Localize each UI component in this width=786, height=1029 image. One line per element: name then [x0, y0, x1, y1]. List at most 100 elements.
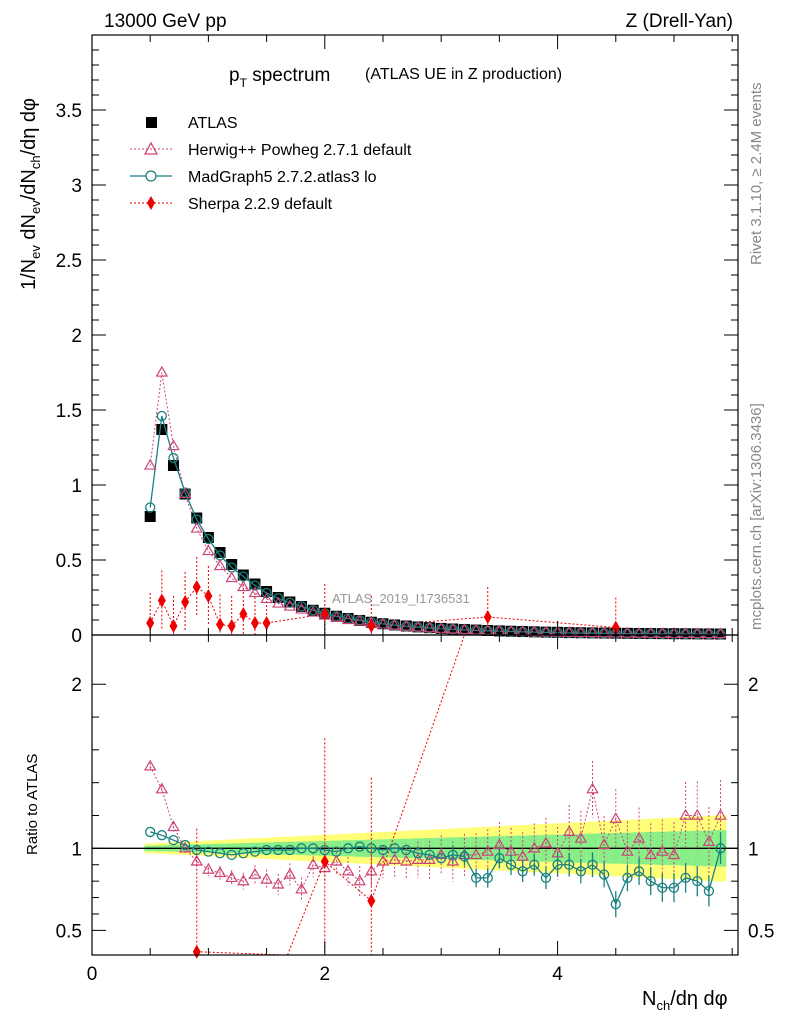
herwig-point [306, 605, 320, 617]
legend-marker-atlas [146, 117, 157, 128]
madgraph-ratio-point [261, 844, 272, 856]
madgraph-ratio-point [529, 859, 540, 870]
main-y-tick-label: 0 [71, 626, 82, 647]
atlas-point [237, 569, 249, 581]
madgraph-ratio-point [145, 826, 156, 838]
madgraph-ratio-point [598, 869, 610, 880]
main-y-axis-label: 1/Nev dNev/dNch/dη dφ [18, 98, 43, 290]
herwig-point [458, 623, 471, 635]
herwig-point [213, 559, 227, 571]
herwig-ratio-point [202, 862, 215, 874]
herwig-point [597, 626, 611, 638]
madgraph-ratio-point [366, 843, 377, 854]
herwig-point [621, 626, 634, 638]
herwig-point [690, 627, 704, 639]
main-y-tick-label: 3.5 [56, 101, 82, 122]
main-panel: 0 0.5 1 1.5 2 2.5 3 3.5 ATLAS_2019_I1736531 pT … [18, 34, 739, 647]
sherpa-point [367, 619, 376, 633]
herwig-ratio-point [469, 848, 483, 860]
madgraph-ratio-point [552, 859, 563, 870]
herwig-ratio-point [283, 867, 297, 879]
ratio-y-tick-label: 0.5 [56, 921, 82, 942]
herwig-ratio-point [178, 841, 192, 853]
herwig-ratio-point [516, 849, 529, 861]
sherpa-point [181, 595, 190, 609]
herwig-ratio-point [306, 858, 320, 869]
herwig-point [202, 544, 215, 556]
madgraph-ratio-point [622, 872, 633, 884]
herwig-point [411, 620, 425, 632]
herwig-point [178, 487, 192, 499]
herwig-point [353, 614, 366, 626]
herwig-ratio-point [667, 848, 681, 860]
madgraph-ratio-point [610, 898, 621, 910]
atlas-point [214, 547, 226, 558]
herwig-ratio-point [341, 864, 355, 876]
legend-marker-madgraph [145, 170, 157, 182]
sherpa-point [250, 616, 259, 630]
herwig-ratio-point [271, 877, 285, 889]
herwig-ratio-point [295, 882, 308, 894]
madgraph-ratio-point [273, 844, 284, 856]
process-label: Z (Drell-Yan) [626, 11, 733, 32]
herwig-point [237, 580, 250, 592]
herwig-point [155, 365, 169, 377]
herwig-point [248, 586, 262, 598]
madgraph-ratio-point [401, 844, 412, 856]
sherpa-point [169, 619, 178, 633]
watermark-label: ATLAS_2019_I1736531 [332, 591, 470, 606]
madgraph-ratio-point [657, 882, 668, 893]
madgraph-ratio-point [308, 843, 319, 854]
sherpa-point [227, 619, 236, 633]
atlas-point [167, 460, 179, 471]
herwig-ratio-point [539, 836, 553, 848]
sherpa-point [216, 617, 225, 632]
herwig-point [260, 592, 273, 604]
ratio-y-tick-label: 2 [71, 675, 82, 696]
legend-marker-herwig [143, 141, 159, 155]
madgraph-ratio-point [494, 853, 505, 864]
herwig-ratio-point [143, 759, 157, 771]
madgraph-ratio-point [645, 876, 656, 887]
madgraph-ratio-point [680, 872, 691, 884]
herwig-ratio-point [644, 848, 657, 860]
madgraph-ratio-point [459, 851, 470, 862]
madgraph-ratio-point [470, 872, 482, 884]
herwig-ratio-point [609, 812, 623, 823]
sherpa-point [192, 580, 201, 594]
herwig-ratio-point [597, 838, 611, 850]
herwig-point [679, 627, 692, 639]
collision-label: 13000 GeV pp [104, 11, 227, 32]
madgraph-ratio-point [249, 846, 261, 857]
atlas-point [226, 559, 238, 570]
sherpa-ratio-point [320, 854, 329, 869]
sherpa-ratio-line [287, 634, 465, 956]
atlas-point [249, 578, 261, 590]
ratio-y-axis-label: Ratio to ATLAS [24, 754, 41, 855]
herwig-point [632, 626, 646, 638]
x-tick-label: 0 [87, 964, 98, 985]
herwig-point [562, 626, 576, 637]
herwig-point [539, 625, 553, 637]
herwig-ratio-point [400, 854, 413, 866]
herwig-point [271, 596, 285, 608]
legend-label-sherpa: Sherpa 2.2.9 default [188, 196, 333, 213]
ratio-y-tick-label-right: 2 [748, 675, 759, 696]
herwig-point [400, 619, 413, 631]
herwig-ratio-point [225, 871, 238, 883]
main-y-tick-label: 3 [71, 176, 82, 197]
herwig-ratio-point [155, 782, 169, 794]
herwig-ratio-point [213, 866, 227, 878]
madgraph-ratio-point [412, 848, 424, 859]
madgraph-ratio-point [564, 859, 575, 870]
madgraph-ratio-point [668, 882, 680, 893]
madgraph-point [261, 587, 272, 599]
herwig-ratio-point [248, 867, 262, 879]
main-y-tick-label: 1.5 [56, 401, 82, 422]
madgraph-ratio-point [319, 844, 330, 856]
herwig-ratio-point [330, 854, 343, 866]
madgraph-ratio-point [226, 849, 237, 861]
madgraph-ratio-point [156, 830, 167, 841]
herwig-ratio-point [260, 872, 273, 884]
madgraph-ratio-point [540, 872, 552, 884]
